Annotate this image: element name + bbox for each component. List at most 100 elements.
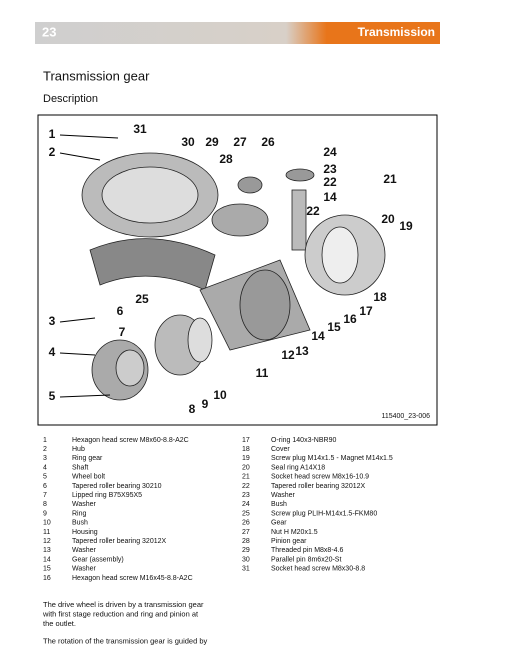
page-number: 23	[42, 24, 56, 39]
part-number: 23	[242, 492, 250, 499]
part-number: 10	[43, 520, 51, 527]
part-number: 25	[242, 510, 250, 517]
part-number: 28	[242, 538, 250, 545]
callout: 1	[49, 127, 56, 141]
part-number: 16	[43, 575, 51, 582]
part-number: 29	[242, 547, 250, 554]
callout: 3	[49, 314, 56, 328]
leader-line	[59, 352, 96, 356]
section-title: Transmission	[358, 25, 435, 39]
part-number: 22	[242, 483, 250, 490]
part-description: Wheel bolt	[72, 474, 105, 481]
part-number: 7	[43, 492, 47, 499]
part-description: Socket head screw M8x30-8.8	[271, 566, 365, 573]
part-number: 31	[242, 566, 250, 573]
callout: 14	[311, 329, 325, 343]
callout: 16	[343, 312, 357, 326]
callout: 6	[117, 304, 124, 318]
part-number: 26	[242, 520, 250, 527]
callout: 29	[205, 135, 219, 149]
part-description: Ring gear	[72, 455, 103, 462]
callout: 25	[135, 292, 149, 306]
callout: 27	[233, 135, 247, 149]
callout: 13	[295, 344, 309, 358]
part-description: Hexagon head screw M16x45-8.8-A2C	[72, 575, 193, 582]
part-number: 4	[43, 464, 47, 471]
part-number: 20	[242, 464, 250, 471]
part-number: 11	[43, 529, 50, 536]
part-number: 9	[43, 510, 47, 517]
subtitle: Description	[43, 93, 98, 105]
part-description: Nut H M20x1.5	[271, 529, 318, 536]
callout: 23	[323, 162, 337, 176]
part-description: Tapered roller bearing 32012X	[72, 538, 167, 545]
part-description: Washer	[271, 492, 296, 499]
part-description: Hexagon head screw M8x60-8.8-A2C	[72, 437, 189, 444]
part-number: 27	[242, 529, 250, 536]
part-number: 2	[43, 446, 47, 453]
part-description: Lipped ring B75X95X5	[72, 492, 142, 499]
part-description: Washer	[72, 501, 97, 508]
part-description: Bush	[271, 501, 287, 508]
part-description: O-ring 140x3-NBR90	[271, 437, 336, 444]
part-number: 1	[43, 437, 47, 444]
part-number: 6	[43, 483, 47, 490]
callout: 8	[189, 402, 196, 416]
callout: 4	[49, 345, 56, 359]
callout: 31	[133, 122, 147, 136]
callout: 28	[219, 152, 233, 166]
callout: 26	[261, 135, 275, 149]
paragraph-line: with first stage reduction and ring and …	[42, 609, 199, 618]
part-number: 21	[242, 474, 250, 481]
part-description: Parallel pin 8m6x20-St	[271, 556, 341, 563]
paragraph-line: The rotation of the transmission gear is…	[43, 636, 208, 645]
part-number: 17	[242, 437, 250, 444]
callout: 2	[49, 145, 56, 159]
part-number: 12	[43, 538, 51, 545]
callout: 15	[327, 320, 341, 334]
callout: 20	[381, 212, 395, 226]
part-number: 30	[242, 556, 250, 563]
part-description: Pinion gear	[271, 538, 307, 545]
part-description: Tapered roller bearing 32012X	[271, 483, 366, 490]
callout: 11	[256, 366, 269, 380]
part-description: Washer	[72, 566, 97, 573]
paragraph-line: the outlet.	[43, 619, 76, 628]
callout: 18	[373, 290, 387, 304]
callout: 24	[323, 145, 337, 159]
callout: 12	[281, 348, 295, 362]
paragraph-line: The drive wheel is driven by a transmiss…	[43, 600, 204, 609]
part-number: 15	[43, 566, 51, 573]
part-description: Gear	[271, 520, 287, 527]
part-description: Screw plug PLIH-M14x1.5-FKM80	[271, 510, 377, 517]
part-description: Threaded pin M8x8-4.6	[271, 547, 343, 554]
part-description: Bush	[72, 520, 88, 527]
callout: 22	[306, 204, 320, 218]
part-number: 18	[242, 446, 250, 453]
part-description: Screw plug M14x1.5 - Magnet M14x1.5	[271, 455, 393, 462]
drawing	[81, 152, 386, 401]
part-description: Gear (assembly)	[72, 556, 124, 563]
part-description: Housing	[72, 529, 98, 536]
callout: 7	[119, 325, 126, 339]
part-description: Seal ring A14X18	[271, 464, 325, 471]
part-description: Cover	[271, 446, 290, 453]
callout: 21	[383, 172, 397, 186]
callout: 14	[323, 190, 337, 204]
callout: 10	[213, 388, 227, 402]
header-bar	[35, 22, 440, 44]
callout: 19	[399, 219, 413, 233]
part-number: 5	[43, 474, 47, 481]
figure-id: 115400_23-006	[381, 413, 430, 420]
callout: 5	[49, 389, 56, 403]
part-description: Ring	[72, 510, 87, 517]
part-number: 24	[242, 501, 250, 508]
callout: 9	[202, 397, 209, 411]
part-description: Shaft	[72, 464, 88, 471]
part-number: 8	[43, 501, 47, 508]
part-number: 14	[43, 556, 51, 563]
title: Transmission gear	[43, 68, 150, 83]
callout: 22	[323, 175, 337, 189]
part-number: 3	[43, 455, 47, 462]
